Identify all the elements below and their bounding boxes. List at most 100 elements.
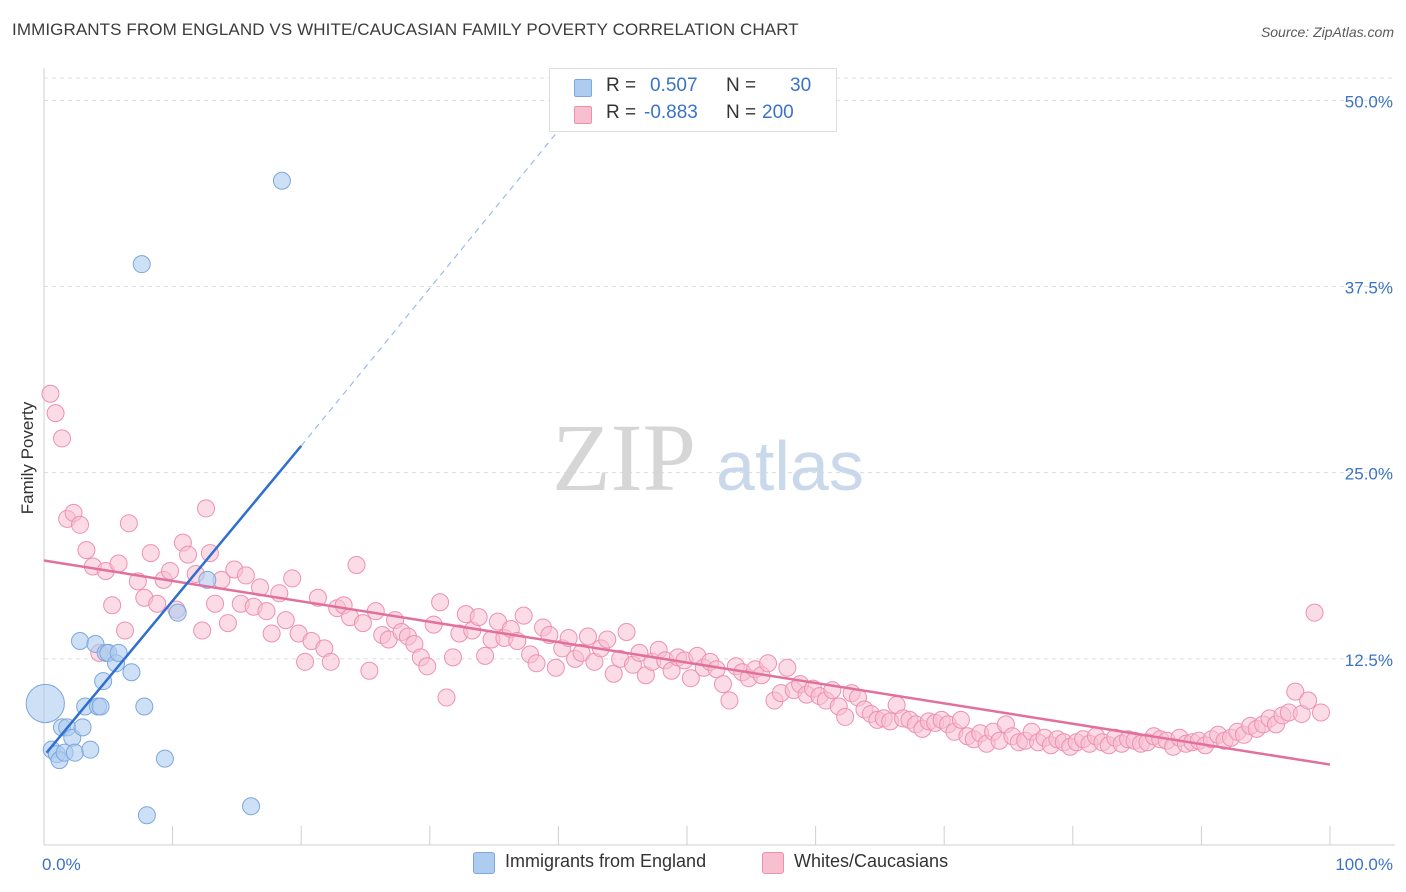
data-point-whites <box>347 556 366 575</box>
data-point-whites <box>71 515 90 534</box>
axes <box>43 68 1395 846</box>
data-point-whites <box>572 643 591 662</box>
data-point-whites <box>41 384 60 403</box>
data-point-whites <box>109 554 128 573</box>
data-point-whites <box>1286 682 1305 701</box>
data-point-whites <box>598 630 617 649</box>
data-point-whites <box>206 594 225 613</box>
source-credit: Source: ZipAtlas.com <box>1260 24 1394 40</box>
data-point-whites <box>418 657 437 676</box>
data-point-whites <box>116 621 135 640</box>
data-point-whites <box>443 648 462 667</box>
legend-n-label: N = <box>726 102 757 123</box>
data-point-whites <box>476 646 495 665</box>
series-immigrants-from-england <box>25 171 291 825</box>
watermark-atlas: atlas <box>716 427 864 505</box>
data-point-whites <box>53 429 72 448</box>
data-point-england <box>91 697 110 716</box>
data-point-whites <box>179 545 198 564</box>
bottom-legend-swatch-blue <box>473 852 495 874</box>
data-point-whites <box>103 596 122 615</box>
legend-n-label: N = <box>726 75 757 96</box>
data-point-england <box>242 797 261 816</box>
data-point-whites <box>1305 603 1324 622</box>
legend-r-value: -0.883 <box>644 102 698 123</box>
data-point-whites <box>604 664 623 683</box>
y-tick-label: 12.5% <box>1345 651 1393 670</box>
data-point-whites <box>218 614 237 633</box>
watermark: ZIP atlas <box>552 404 864 511</box>
chart-title: IMMIGRANTS FROM ENGLAND VS WHITE/CAUCASI… <box>12 20 799 39</box>
y-tick-label: 50.0% <box>1345 92 1393 111</box>
data-point-england <box>65 743 84 762</box>
bottom-legend-swatch-pink <box>762 852 784 874</box>
data-point-england <box>94 672 113 691</box>
x-tick-label: 100.0% <box>1335 855 1393 874</box>
data-point-whites <box>360 661 379 680</box>
data-point-whites <box>262 624 281 643</box>
watermark-zip: ZIP <box>552 404 696 511</box>
data-point-whites <box>431 593 450 612</box>
data-point-england <box>132 255 151 274</box>
data-point-england <box>109 643 128 662</box>
correlation-legend: R = 0.507 N = 30 R = -0.883 N = 200 <box>549 68 837 132</box>
data-point-whites <box>276 611 295 630</box>
trend-lines <box>43 122 1331 766</box>
data-point-whites <box>148 594 167 613</box>
data-point-whites <box>321 652 340 671</box>
data-point-england <box>155 749 174 768</box>
legend-r-label: R = <box>606 75 637 96</box>
data-point-whites <box>193 621 212 640</box>
data-point-whites <box>617 623 636 642</box>
y-tick-label: 25.0% <box>1345 465 1393 484</box>
series-whites-caucasians <box>41 384 1330 756</box>
data-point-whites <box>514 606 533 625</box>
data-point-whites <box>720 691 739 710</box>
data-point-whites <box>1311 703 1330 722</box>
data-point-england <box>81 740 100 759</box>
legend-r-label: R = <box>606 102 637 123</box>
data-point-england <box>272 171 291 190</box>
data-point-whites <box>46 404 65 423</box>
data-point-england <box>168 603 187 622</box>
data-point-whites <box>578 627 597 646</box>
data-point-whites <box>141 544 160 563</box>
data-point-whites <box>546 658 565 677</box>
data-point-whites <box>437 688 456 707</box>
legend-r-value: 0.507 <box>650 75 698 96</box>
data-point-whites <box>353 614 372 633</box>
bottom-legend-label: Immigrants from England <box>505 851 707 871</box>
data-point-england <box>73 718 92 737</box>
data-point-whites <box>257 602 276 621</box>
data-point-whites <box>759 654 778 673</box>
data-point-whites <box>527 654 546 673</box>
data-point-whites <box>469 608 488 627</box>
data-point-england <box>135 697 154 716</box>
legend-swatch-blue <box>574 79 592 97</box>
data-point-whites <box>714 675 733 694</box>
legend-swatch-pink <box>574 106 592 124</box>
y-tick-label: 37.5% <box>1345 279 1393 298</box>
data-point-whites <box>197 499 216 518</box>
data-point-england <box>25 683 65 724</box>
data-point-whites <box>1299 691 1318 710</box>
x-tick-label: 0.0% <box>42 855 81 874</box>
data-point-england <box>137 806 156 825</box>
data-point-england <box>122 663 141 682</box>
data-point-england <box>71 631 90 650</box>
tick-labels: 12.5% 25.0% 37.5% 50.0% 0.0% 100.0% <box>42 92 1393 874</box>
legend-n-value: 30 <box>790 75 812 96</box>
data-point-whites <box>119 514 138 533</box>
trend-line-england <box>45 445 303 754</box>
data-point-whites <box>778 658 797 677</box>
data-point-whites <box>836 707 855 726</box>
data-point-whites <box>161 561 180 580</box>
data-point-england <box>198 570 217 589</box>
data-point-whites <box>681 669 700 688</box>
data-point-whites <box>283 569 302 588</box>
legend-row-england: R = 0.507 N = 30 <box>550 75 836 101</box>
data-point-whites <box>236 566 255 585</box>
trend-line-whites <box>43 559 1331 766</box>
data-point-whites <box>296 652 315 671</box>
data-point-whites <box>77 541 96 560</box>
